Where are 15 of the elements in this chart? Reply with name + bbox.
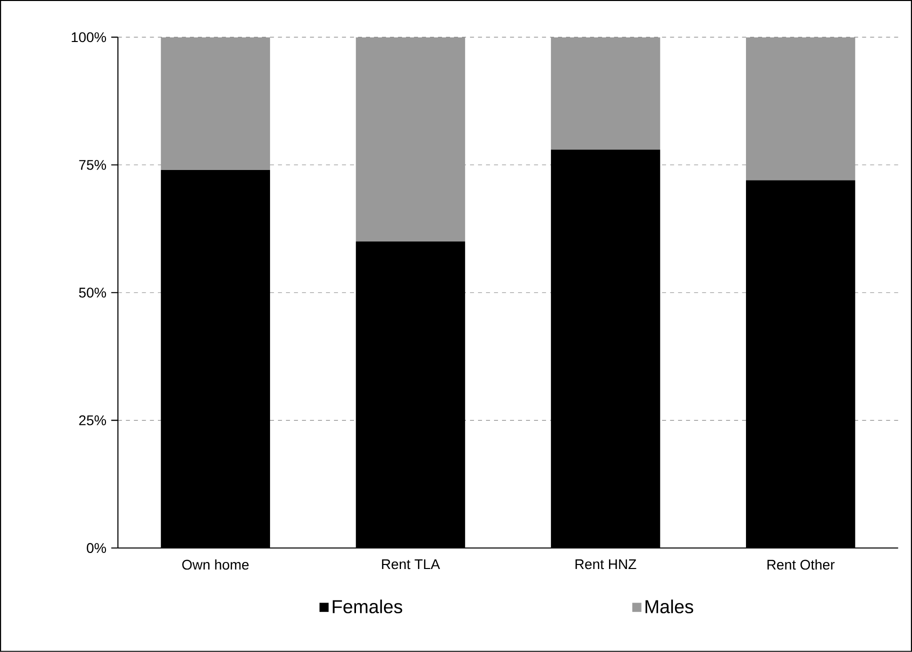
bar — [746, 37, 856, 180]
y-tick-label: 100% — [72, 32, 106, 42]
y-tick-label: 25% — [79, 415, 106, 426]
x-tick-label: Rent Other — [768, 559, 835, 570]
x-tick-label: Own home — [182, 559, 249, 570]
y-tick-label: 0% — [86, 543, 106, 554]
x-tick-label: Rent HNZ — [576, 559, 636, 570]
bar — [160, 37, 270, 170]
bar — [550, 37, 660, 150]
x-tick-label: Rent TLA — [382, 559, 440, 570]
y-tick-label: 75% — [79, 160, 106, 170]
bar — [356, 37, 466, 242]
legend-label: Males — [646, 600, 694, 614]
y-tick-label: 50% — [79, 288, 106, 298]
legend-label: Females — [332, 600, 402, 614]
